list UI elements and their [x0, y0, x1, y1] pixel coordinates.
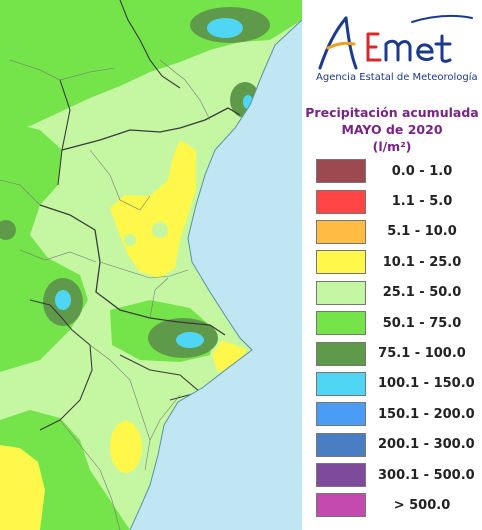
legend-label: 150.1 - 200.0 [378, 406, 475, 422]
title-unit: (l/m²) [372, 139, 412, 154]
legend-swatch [316, 250, 366, 275]
legend-row: 0.0 - 1.0 [316, 156, 476, 186]
zone-10-25-coast [212, 340, 248, 372]
zone-10-25-south [110, 421, 142, 473]
legend-row: 50.1 - 75.0 [316, 308, 476, 338]
precipitation-map [0, 0, 302, 530]
legend-label: 300.1 - 500.0 [378, 467, 475, 483]
legend-swatch [316, 189, 366, 214]
legend-row: 5.1 - 10.0 [316, 217, 476, 247]
legend-label: > 500.0 [393, 497, 451, 513]
legend: 0.0 - 1.0 1.1 - 5.0 5.1 - 10.0 10.1 - 25… [316, 156, 476, 521]
legend-label: 75.1 - 100.0 [378, 346, 466, 362]
province-border [39, 204, 226, 336]
legend-row: 300.1 - 500.0 [316, 460, 476, 490]
province-border [119, 0, 181, 89]
legend-label: 100.1 - 150.0 [378, 376, 475, 392]
legend-swatch [316, 219, 366, 244]
title-line-2: MAYO de 2020 [341, 122, 443, 137]
district-borders [0, 59, 211, 530]
logo-wordmark: AEmet [477, 10, 478, 11]
legend-row: 100.1 - 150.0 [316, 369, 476, 399]
zone-25-50-pocket-a [124, 234, 136, 246]
legend-swatch [316, 280, 366, 305]
legend-label: 50.1 - 75.0 [382, 315, 462, 331]
legend-label: 0.0 - 1.0 [391, 163, 453, 179]
aemet-logo: AEmet [312, 10, 477, 90]
legend-swatch [316, 432, 366, 457]
legend-row: 75.1 - 100.0 [316, 338, 476, 368]
map-title: Precipitación acumulada MAYO de 2020 (l/… [302, 104, 482, 155]
legend-label: 1.1 - 5.0 [391, 194, 453, 210]
legend-swatch [316, 311, 366, 336]
legend-row: 150.1 - 200.0 [316, 399, 476, 429]
legend-panel: AEmet Agencia Estatal de Meteorología Pr… [302, 0, 482, 530]
legend-swatch [316, 371, 366, 396]
legend-label: 25.1 - 50.0 [382, 285, 462, 301]
legend-swatch [316, 402, 366, 427]
legend-row: > 500.0 [316, 490, 476, 520]
legend-row: 10.1 - 25.0 [316, 247, 476, 277]
legend-swatch [316, 159, 366, 184]
province-border [61, 107, 241, 151]
title-line-1: Precipitación acumulada [305, 105, 479, 120]
legend-label: 200.1 - 300.0 [378, 437, 475, 453]
legend-row: 25.1 - 50.0 [316, 278, 476, 308]
zone-10-25-southwest [0, 445, 45, 530]
zone-75-100-e [0, 220, 16, 240]
zone-25-50-pocket-b [152, 222, 168, 238]
legend-swatch [316, 341, 366, 366]
legend-swatch [316, 463, 366, 488]
legend-label: 10.1 - 25.0 [382, 254, 462, 270]
province-border [57, 79, 71, 186]
legend-row: 200.1 - 300.0 [316, 430, 476, 460]
legend-label: 5.1 - 10.0 [387, 224, 457, 240]
zone-100-150-d [176, 332, 204, 348]
zone-100-150-a [207, 18, 243, 38]
legend-swatch [316, 493, 366, 518]
agency-name: Agencia Estatal de Meteorología [316, 72, 478, 83]
coastline [129, 19, 302, 530]
legend-row: 1.1 - 5.0 [316, 186, 476, 216]
zone-100-150-c [55, 290, 71, 310]
